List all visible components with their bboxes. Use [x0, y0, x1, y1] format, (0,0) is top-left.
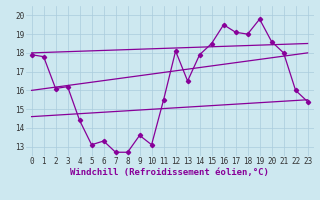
- X-axis label: Windchill (Refroidissement éolien,°C): Windchill (Refroidissement éolien,°C): [70, 168, 269, 177]
